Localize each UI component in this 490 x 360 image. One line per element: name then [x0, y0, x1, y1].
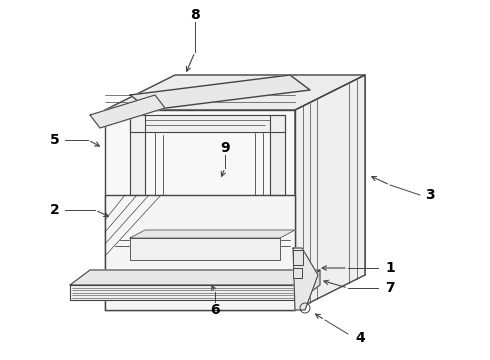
Polygon shape [90, 95, 165, 128]
Polygon shape [70, 270, 320, 285]
Text: 7: 7 [385, 281, 395, 295]
Polygon shape [130, 230, 295, 238]
Polygon shape [130, 238, 280, 260]
Text: 3: 3 [425, 188, 435, 202]
Polygon shape [293, 248, 318, 310]
Text: 8: 8 [190, 8, 200, 22]
Text: 6: 6 [210, 303, 220, 317]
Polygon shape [105, 75, 365, 110]
Polygon shape [293, 250, 303, 265]
Text: 1: 1 [385, 261, 395, 275]
Polygon shape [293, 268, 302, 278]
Text: 2: 2 [50, 203, 60, 217]
Polygon shape [130, 115, 145, 195]
Polygon shape [70, 285, 300, 300]
Text: 9: 9 [220, 141, 230, 155]
Polygon shape [105, 195, 295, 310]
Polygon shape [270, 115, 285, 195]
Text: 5: 5 [50, 133, 60, 147]
Polygon shape [130, 115, 285, 132]
Text: 4: 4 [355, 331, 365, 345]
Polygon shape [105, 110, 295, 310]
Polygon shape [300, 270, 320, 300]
Polygon shape [295, 75, 365, 310]
Polygon shape [130, 75, 310, 110]
